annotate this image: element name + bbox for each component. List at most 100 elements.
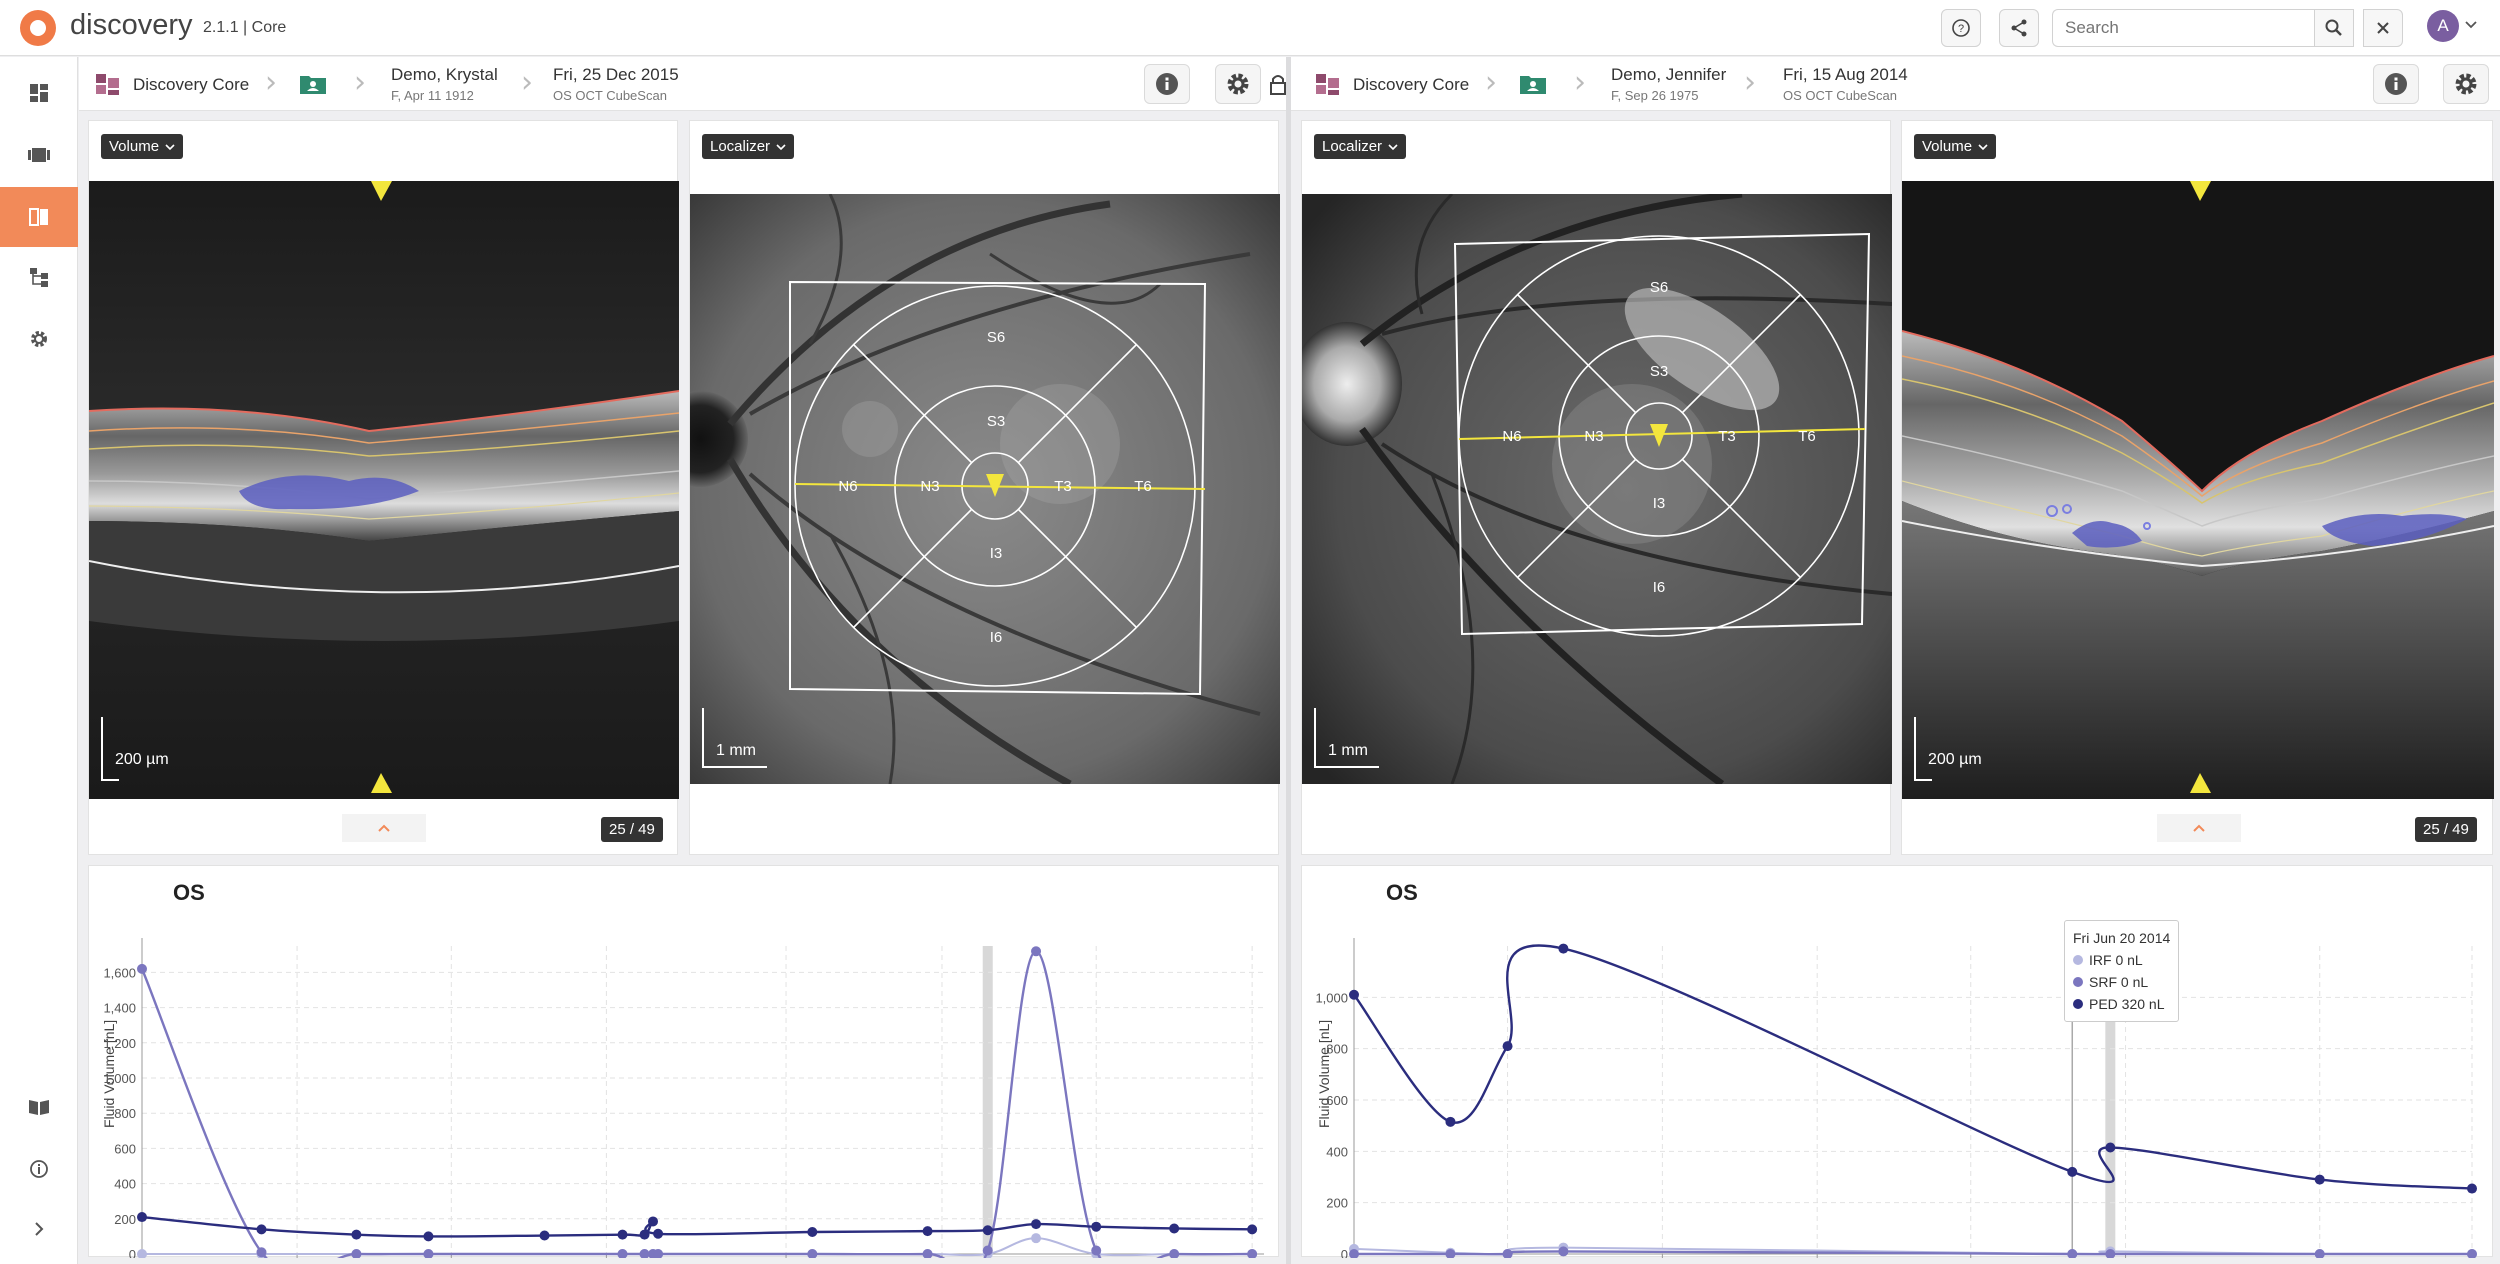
y-tick-label: 800 [114, 1106, 136, 1121]
data-point-ped [982, 1225, 993, 1236]
sidebar [0, 57, 78, 1264]
localizer-panel: Localizer [689, 120, 1280, 855]
view-type-dropdown[interactable]: Localizer [702, 134, 795, 159]
data-point-srf [137, 963, 147, 974]
data-point-ped [423, 1231, 434, 1242]
chevron-down-icon [1978, 143, 1988, 150]
data-point-srf [1502, 1249, 1513, 1258]
oct-bscan-image[interactable]: 200 µm [89, 181, 679, 799]
data-point-srf [1558, 1246, 1569, 1257]
sidebar-item-gallery[interactable] [0, 125, 78, 185]
sidebar-expand[interactable] [0, 1199, 78, 1259]
data-point-srf [922, 1249, 933, 1258]
crumb-organization[interactable]: Discovery Core [133, 75, 250, 94]
view-type-dropdown[interactable]: Volume [101, 134, 184, 159]
y-tick-label: 1,000 [1315, 990, 1348, 1005]
app-name: discovery [70, 9, 193, 41]
data-point-ped [653, 1228, 664, 1239]
avatar[interactable]: A [2427, 10, 2459, 42]
right-pane: Discovery Core › › Demo, Jennifer F, Sep … [1291, 57, 2500, 1264]
chevron-down-icon [776, 143, 786, 150]
data-point-srf [2314, 1249, 2325, 1258]
view-type-dropdown[interactable]: Volume [1914, 134, 1997, 159]
help-button[interactable]: ? [1941, 9, 1981, 47]
data-point-ped [807, 1227, 818, 1237]
settings-button[interactable] [1215, 64, 1261, 104]
chevron-up-icon [378, 824, 390, 832]
hierarchy-icon [30, 268, 48, 287]
sidebar-item-hierarchy[interactable] [0, 247, 78, 307]
info-button[interactable] [1144, 64, 1190, 104]
search-input[interactable] [2052, 9, 2314, 47]
view-type-dropdown[interactable]: Localizer [1314, 134, 1407, 159]
settings-button[interactable] [2443, 64, 2489, 104]
fundus-localizer-image[interactable]: S6 S3 N6 N3 T3 T6 I3 I6 1 mm [690, 194, 1280, 784]
scale-bar [1314, 708, 1379, 768]
expand-panel-tab[interactable] [342, 814, 426, 842]
organization-icon [1316, 74, 1339, 95]
crumb-patient[interactable]: Demo, Krystal F, Apr 11 1912 [391, 65, 498, 103]
crumb-exam[interactable]: Fri, 15 Aug 2014 OS OCT CubeScan [1783, 65, 1908, 103]
crumb-exam[interactable]: Fri, 25 Dec 2015 OS OCT CubeScan [553, 65, 679, 103]
sector-label: S6 [987, 329, 1005, 346]
sidebar-item-settings[interactable] [0, 309, 78, 369]
sector-label: N6 [1502, 428, 1521, 445]
sector-label: T3 [1054, 478, 1072, 495]
series-line-srf [140, 950, 1253, 1258]
volume-panel: Volume 200 µm [88, 120, 679, 855]
data-point-ped [1558, 943, 1569, 954]
dashboard-icon [30, 84, 48, 102]
help-icon: ? [1952, 19, 1970, 37]
clear-search-button[interactable] [2363, 9, 2403, 47]
patient-folder-icon [1520, 76, 1546, 94]
chevron-down-icon [165, 143, 175, 150]
scale-label: 1 mm [1328, 742, 1368, 759]
series-line-ped [141, 1215, 1253, 1238]
fundus-localizer-image[interactable]: S6 S3 N6 N3 T3 T6 I3 I6 1 mm [1302, 194, 1892, 784]
data-point-srf [423, 1249, 434, 1258]
sidebar-item-docs[interactable] [0, 1077, 78, 1137]
y-tick-label: 600 [114, 1141, 136, 1156]
info-icon [30, 1160, 48, 1178]
volume-panel: Volume [1901, 120, 2494, 855]
data-point-ped [1031, 1219, 1042, 1230]
fluid-volume-chart-panel: OS Fluid Volume [nL] 02004006008001,000D… [1301, 865, 2494, 1258]
sector-label: N6 [838, 478, 857, 495]
scale-bar [1914, 717, 1932, 781]
info-icon [2385, 73, 2407, 95]
expand-panel-tab[interactable] [2157, 814, 2241, 842]
search-button[interactable] [2314, 9, 2354, 47]
series-line-srf [1353, 1250, 2472, 1256]
crumb-patient[interactable]: Demo, Jennifer F, Sep 26 1975 [1611, 65, 1727, 103]
chevron-down-icon [1388, 143, 1398, 150]
y-tick-label: 1,200 [103, 1036, 136, 1051]
pane-divider[interactable] [1286, 57, 1291, 1264]
scale-bar [702, 708, 767, 768]
sidebar-item-viewer[interactable] [0, 187, 78, 247]
sector-label: T6 [1798, 428, 1816, 445]
sidebar-item-info[interactable] [0, 1139, 78, 1199]
data-point-ped [1445, 1116, 1456, 1127]
sidebar-item-dashboard[interactable] [0, 63, 78, 123]
lock-icon[interactable] [1269, 73, 1287, 95]
oct-bscan-image[interactable]: 200 µm [1902, 181, 2494, 799]
data-point-srf [1169, 1249, 1180, 1258]
film-icon [28, 148, 50, 162]
y-tick-label: 400 [114, 1177, 136, 1192]
breadcrumb: Discovery Core › › Demo, Krystal F, Apr 1… [79, 57, 1286, 111]
share-button[interactable] [1999, 9, 2039, 47]
slice-counter: 25 / 49 [601, 817, 663, 842]
data-point-ped [922, 1226, 933, 1237]
scale-label: 200 µm [115, 751, 169, 768]
breadcrumb: Discovery Core › › Demo, Jennifer F, Sep … [1291, 57, 2500, 111]
gear-icon [2455, 73, 2477, 95]
crumb-organization[interactable]: Discovery Core [1353, 75, 1470, 94]
info-button[interactable] [2373, 64, 2419, 104]
chevron-down-icon[interactable] [2464, 20, 2478, 30]
y-tick-label: 1,400 [103, 1001, 136, 1016]
data-point-ped [539, 1230, 550, 1241]
chevron-right-icon: › [354, 65, 366, 100]
data-point-ped [617, 1229, 628, 1240]
